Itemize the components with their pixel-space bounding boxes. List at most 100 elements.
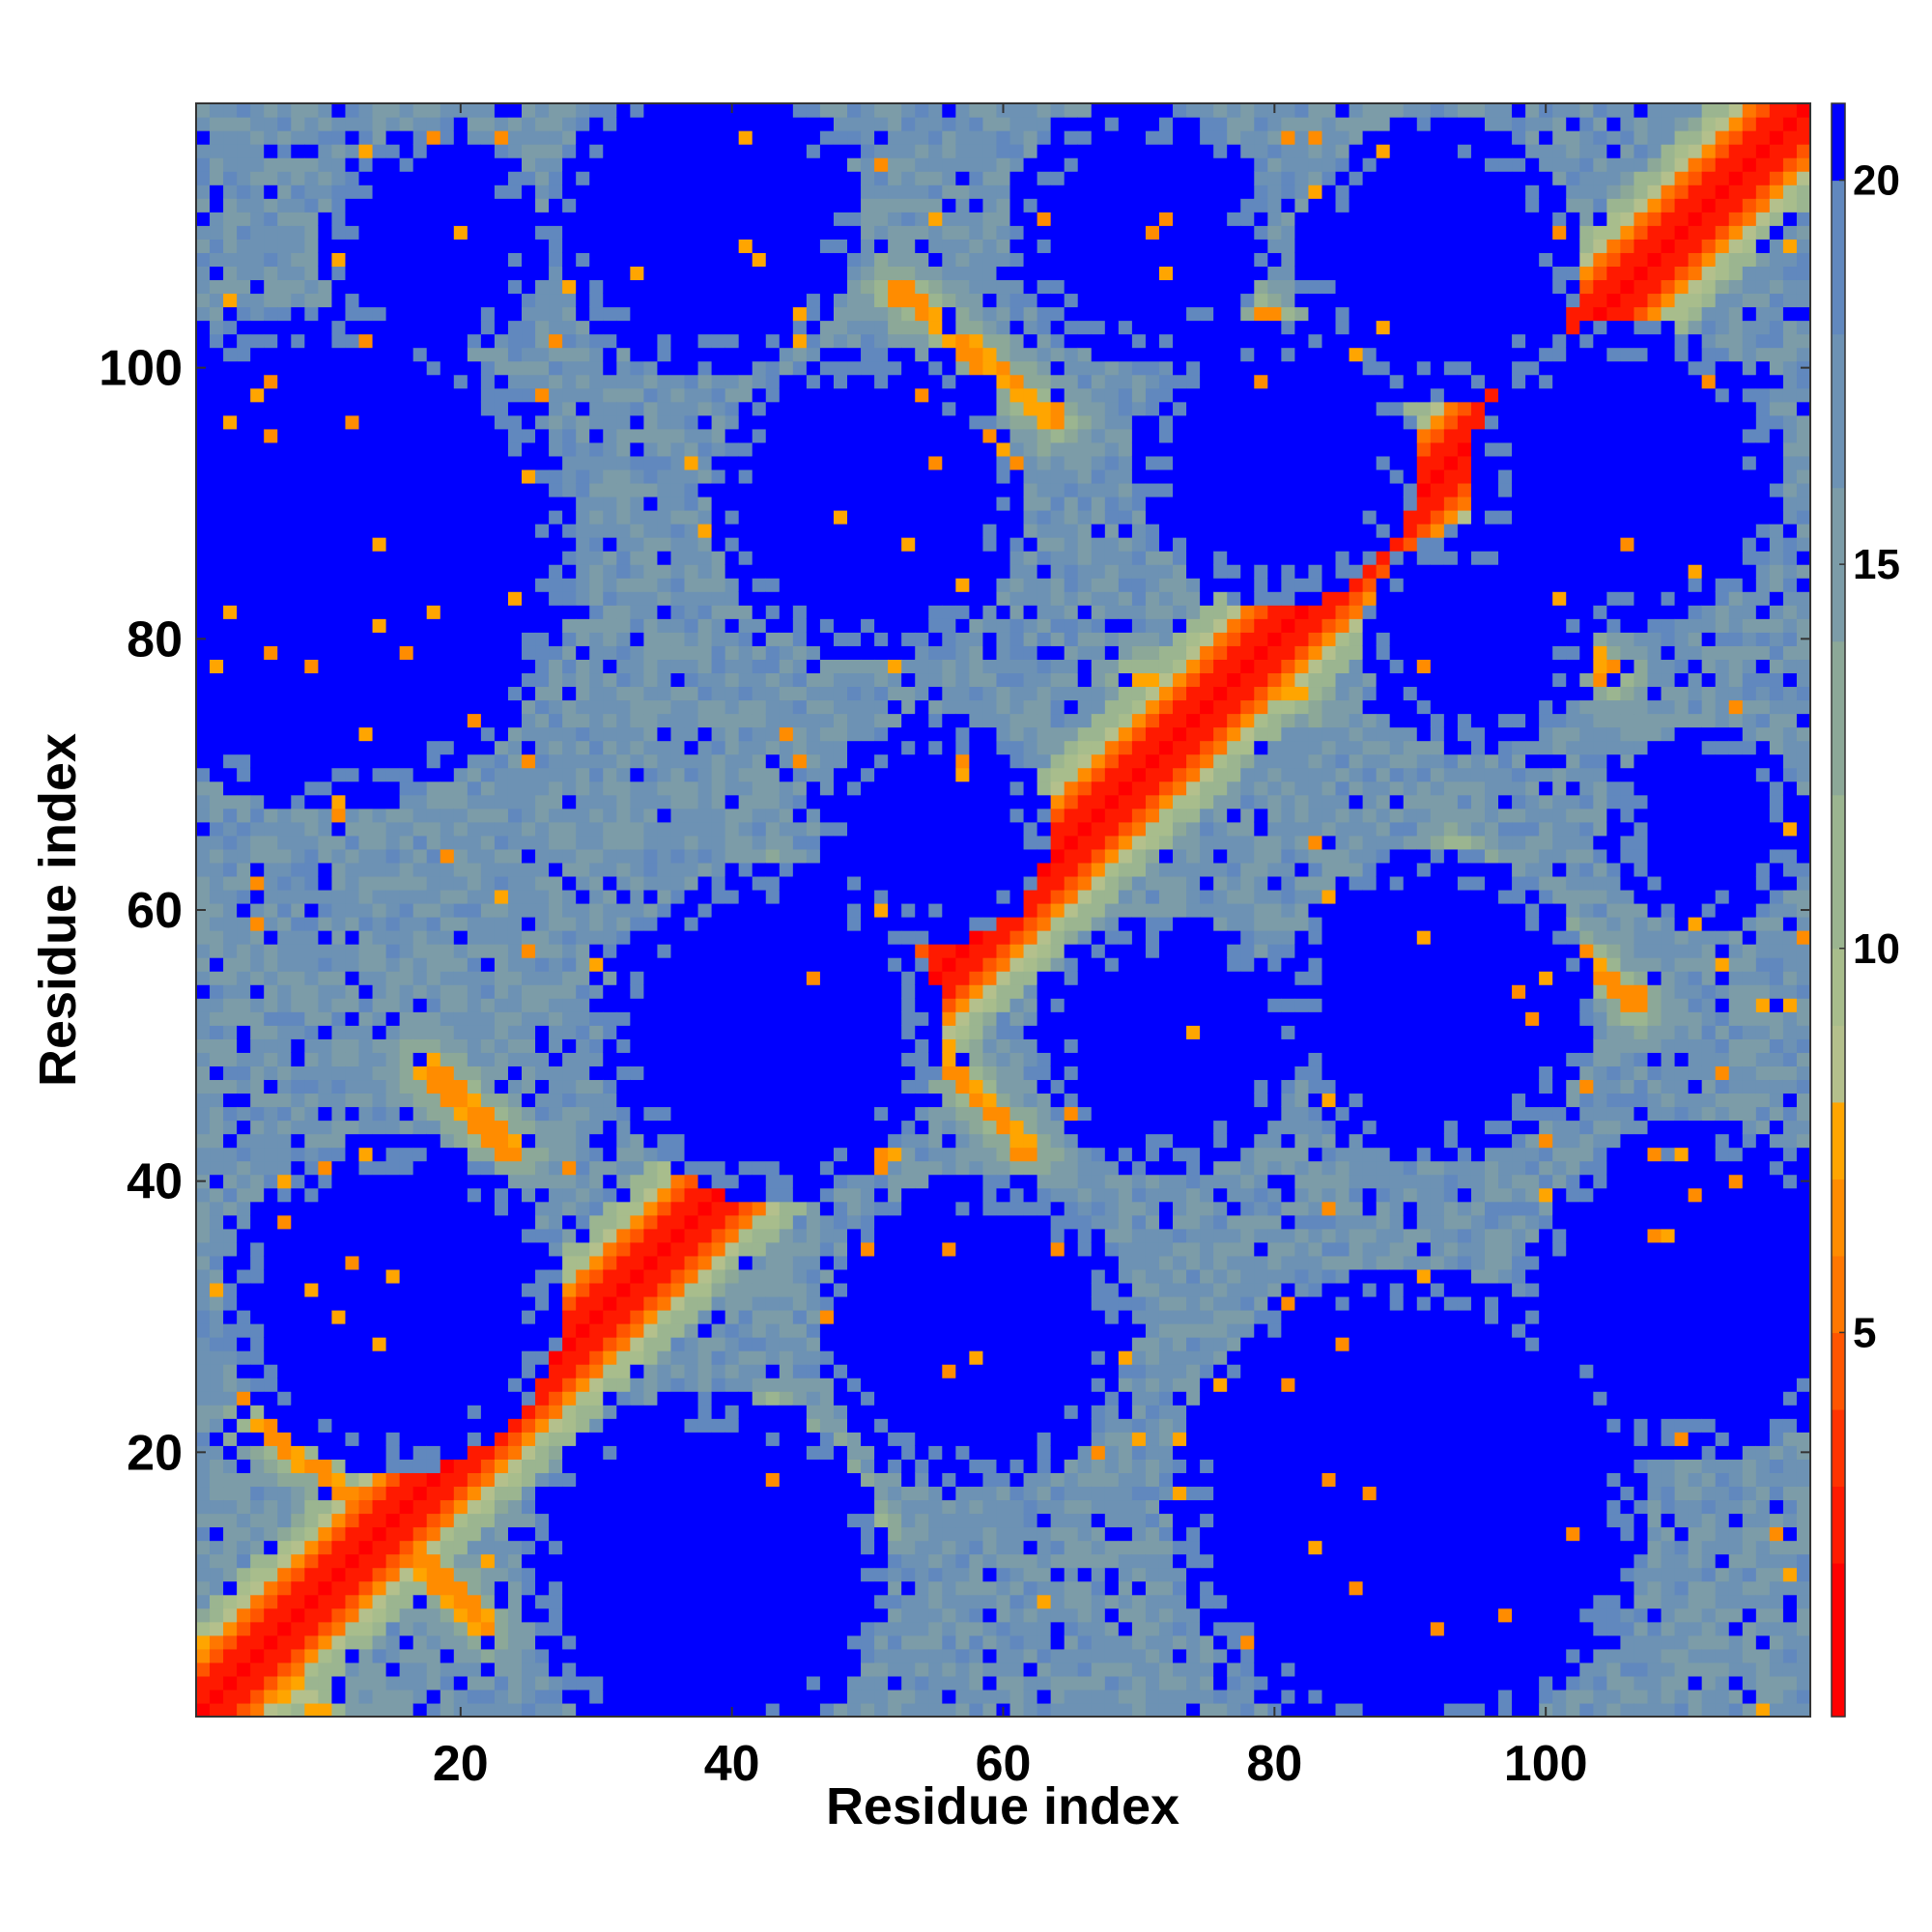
- heatmap-cell: [670, 808, 686, 823]
- heatmap-cell: [412, 266, 428, 281]
- heatmap-cell: [616, 1120, 631, 1135]
- heatmap-cell: [507, 1255, 523, 1270]
- heatmap-cell: [494, 1702, 509, 1718]
- heatmap-cell: [562, 1459, 577, 1473]
- heatmap-cell: [318, 510, 333, 525]
- heatmap-cell: [304, 740, 319, 755]
- heatmap-cell: [196, 1621, 211, 1636]
- heatmap-cell: [549, 591, 563, 606]
- heatmap-cell: [196, 1594, 211, 1609]
- heatmap-cell: [372, 1418, 387, 1433]
- heatmap-cell: [603, 1634, 617, 1650]
- heatmap-cell: [399, 889, 414, 904]
- heatmap-cell: [507, 632, 523, 646]
- heatmap-cell: [657, 591, 672, 606]
- heatmap-cell: [223, 1255, 238, 1270]
- heatmap-cell: [535, 1702, 550, 1718]
- heatmap-cell: [426, 401, 441, 416]
- heatmap-cell: [480, 726, 496, 742]
- heatmap-cell: [480, 1378, 496, 1392]
- heatmap-cell: [522, 1648, 536, 1663]
- heatmap-cell: [657, 1214, 672, 1230]
- heatmap-cell: [616, 401, 631, 416]
- heatmap-cell: [399, 306, 414, 322]
- heatmap-cell: [522, 320, 536, 335]
- heatmap-cell: [724, 1526, 740, 1542]
- heatmap-cell: [223, 1648, 238, 1663]
- heatmap-cell: [630, 686, 644, 701]
- heatmap-cell: [616, 1472, 631, 1488]
- heatmap-cell: [670, 1295, 686, 1311]
- heatmap-cell: [549, 1364, 563, 1378]
- heatmap-cell: [345, 1106, 360, 1122]
- heatmap-cell: [250, 1268, 265, 1284]
- heatmap-cell: [453, 1065, 469, 1081]
- heatmap-cell: [697, 428, 713, 443]
- heatmap-cell: [643, 713, 659, 728]
- heatmap-cell: [318, 252, 333, 267]
- heatmap-cell: [711, 578, 726, 592]
- heatmap-cell: [670, 1499, 686, 1515]
- heatmap-cell: [616, 1106, 631, 1122]
- heatmap-cell: [412, 551, 428, 565]
- heatmap-cell: [237, 713, 251, 728]
- heatmap-cell: [724, 1486, 740, 1501]
- heatmap-cell: [318, 564, 333, 579]
- heatmap-cell: [223, 1445, 238, 1460]
- heatmap-cell: [426, 767, 441, 782]
- heatmap-cell: [291, 524, 305, 538]
- heatmap-cell: [453, 1011, 469, 1026]
- heatmap-cell: [426, 1418, 441, 1433]
- heatmap-cell: [304, 808, 319, 823]
- heatmap-cell: [738, 713, 753, 728]
- heatmap-cell: [507, 699, 523, 715]
- heatmap-cell: [724, 1133, 740, 1149]
- heatmap-cell: [480, 889, 496, 904]
- heatmap-cell: [467, 862, 482, 877]
- heatmap-cell: [603, 821, 617, 837]
- heatmap-cell: [724, 537, 740, 552]
- heatmap-cell: [291, 1093, 305, 1108]
- heatmap-cell: [223, 1079, 238, 1094]
- heatmap-cell: [196, 252, 211, 267]
- heatmap-cell: [250, 212, 265, 226]
- heatmap-cell: [223, 578, 238, 592]
- heatmap-cell: [480, 1214, 496, 1230]
- heatmap-cell: [697, 875, 713, 891]
- heatmap-cell: [697, 1594, 713, 1609]
- heatmap-cell: [453, 1241, 469, 1257]
- heatmap-cell: [196, 455, 211, 470]
- heatmap-cell: [657, 1432, 672, 1446]
- heatmap-cell: [752, 130, 767, 145]
- heatmap-cell: [603, 482, 617, 497]
- heatmap-cell: [210, 1268, 224, 1284]
- heatmap-cell: [507, 1526, 523, 1542]
- heatmap-cell: [358, 699, 374, 715]
- heatmap-cell: [291, 469, 305, 484]
- heatmap-cell: [412, 510, 428, 525]
- heatmap-cell: [264, 930, 278, 945]
- heatmap-cell: [711, 564, 726, 579]
- heatmap-cell: [562, 1513, 577, 1528]
- heatmap-cell: [697, 414, 713, 430]
- heatmap-cell: [291, 808, 305, 823]
- heatmap-cell: [603, 1025, 617, 1039]
- heatmap-cell: [237, 726, 251, 742]
- heatmap-cell: [345, 537, 360, 552]
- heatmap-cell: [291, 699, 305, 715]
- heatmap-cell: [522, 821, 536, 837]
- heatmap-cell: [711, 1378, 726, 1392]
- heatmap-cell: [643, 659, 659, 674]
- heatmap-cell: [657, 1567, 672, 1582]
- heatmap-cell: [318, 1323, 333, 1338]
- heatmap-cell: [264, 578, 278, 592]
- heatmap-cell: [535, 889, 550, 904]
- heatmap-cell: [440, 1052, 455, 1066]
- heatmap-cell: [535, 686, 550, 701]
- heatmap-cell: [453, 157, 469, 172]
- heatmap-cell: [738, 1323, 753, 1338]
- heatmap-cell: [385, 239, 401, 253]
- heatmap-cell: [643, 482, 659, 497]
- heatmap-cell: [372, 1106, 387, 1122]
- heatmap-cell: [399, 1486, 414, 1501]
